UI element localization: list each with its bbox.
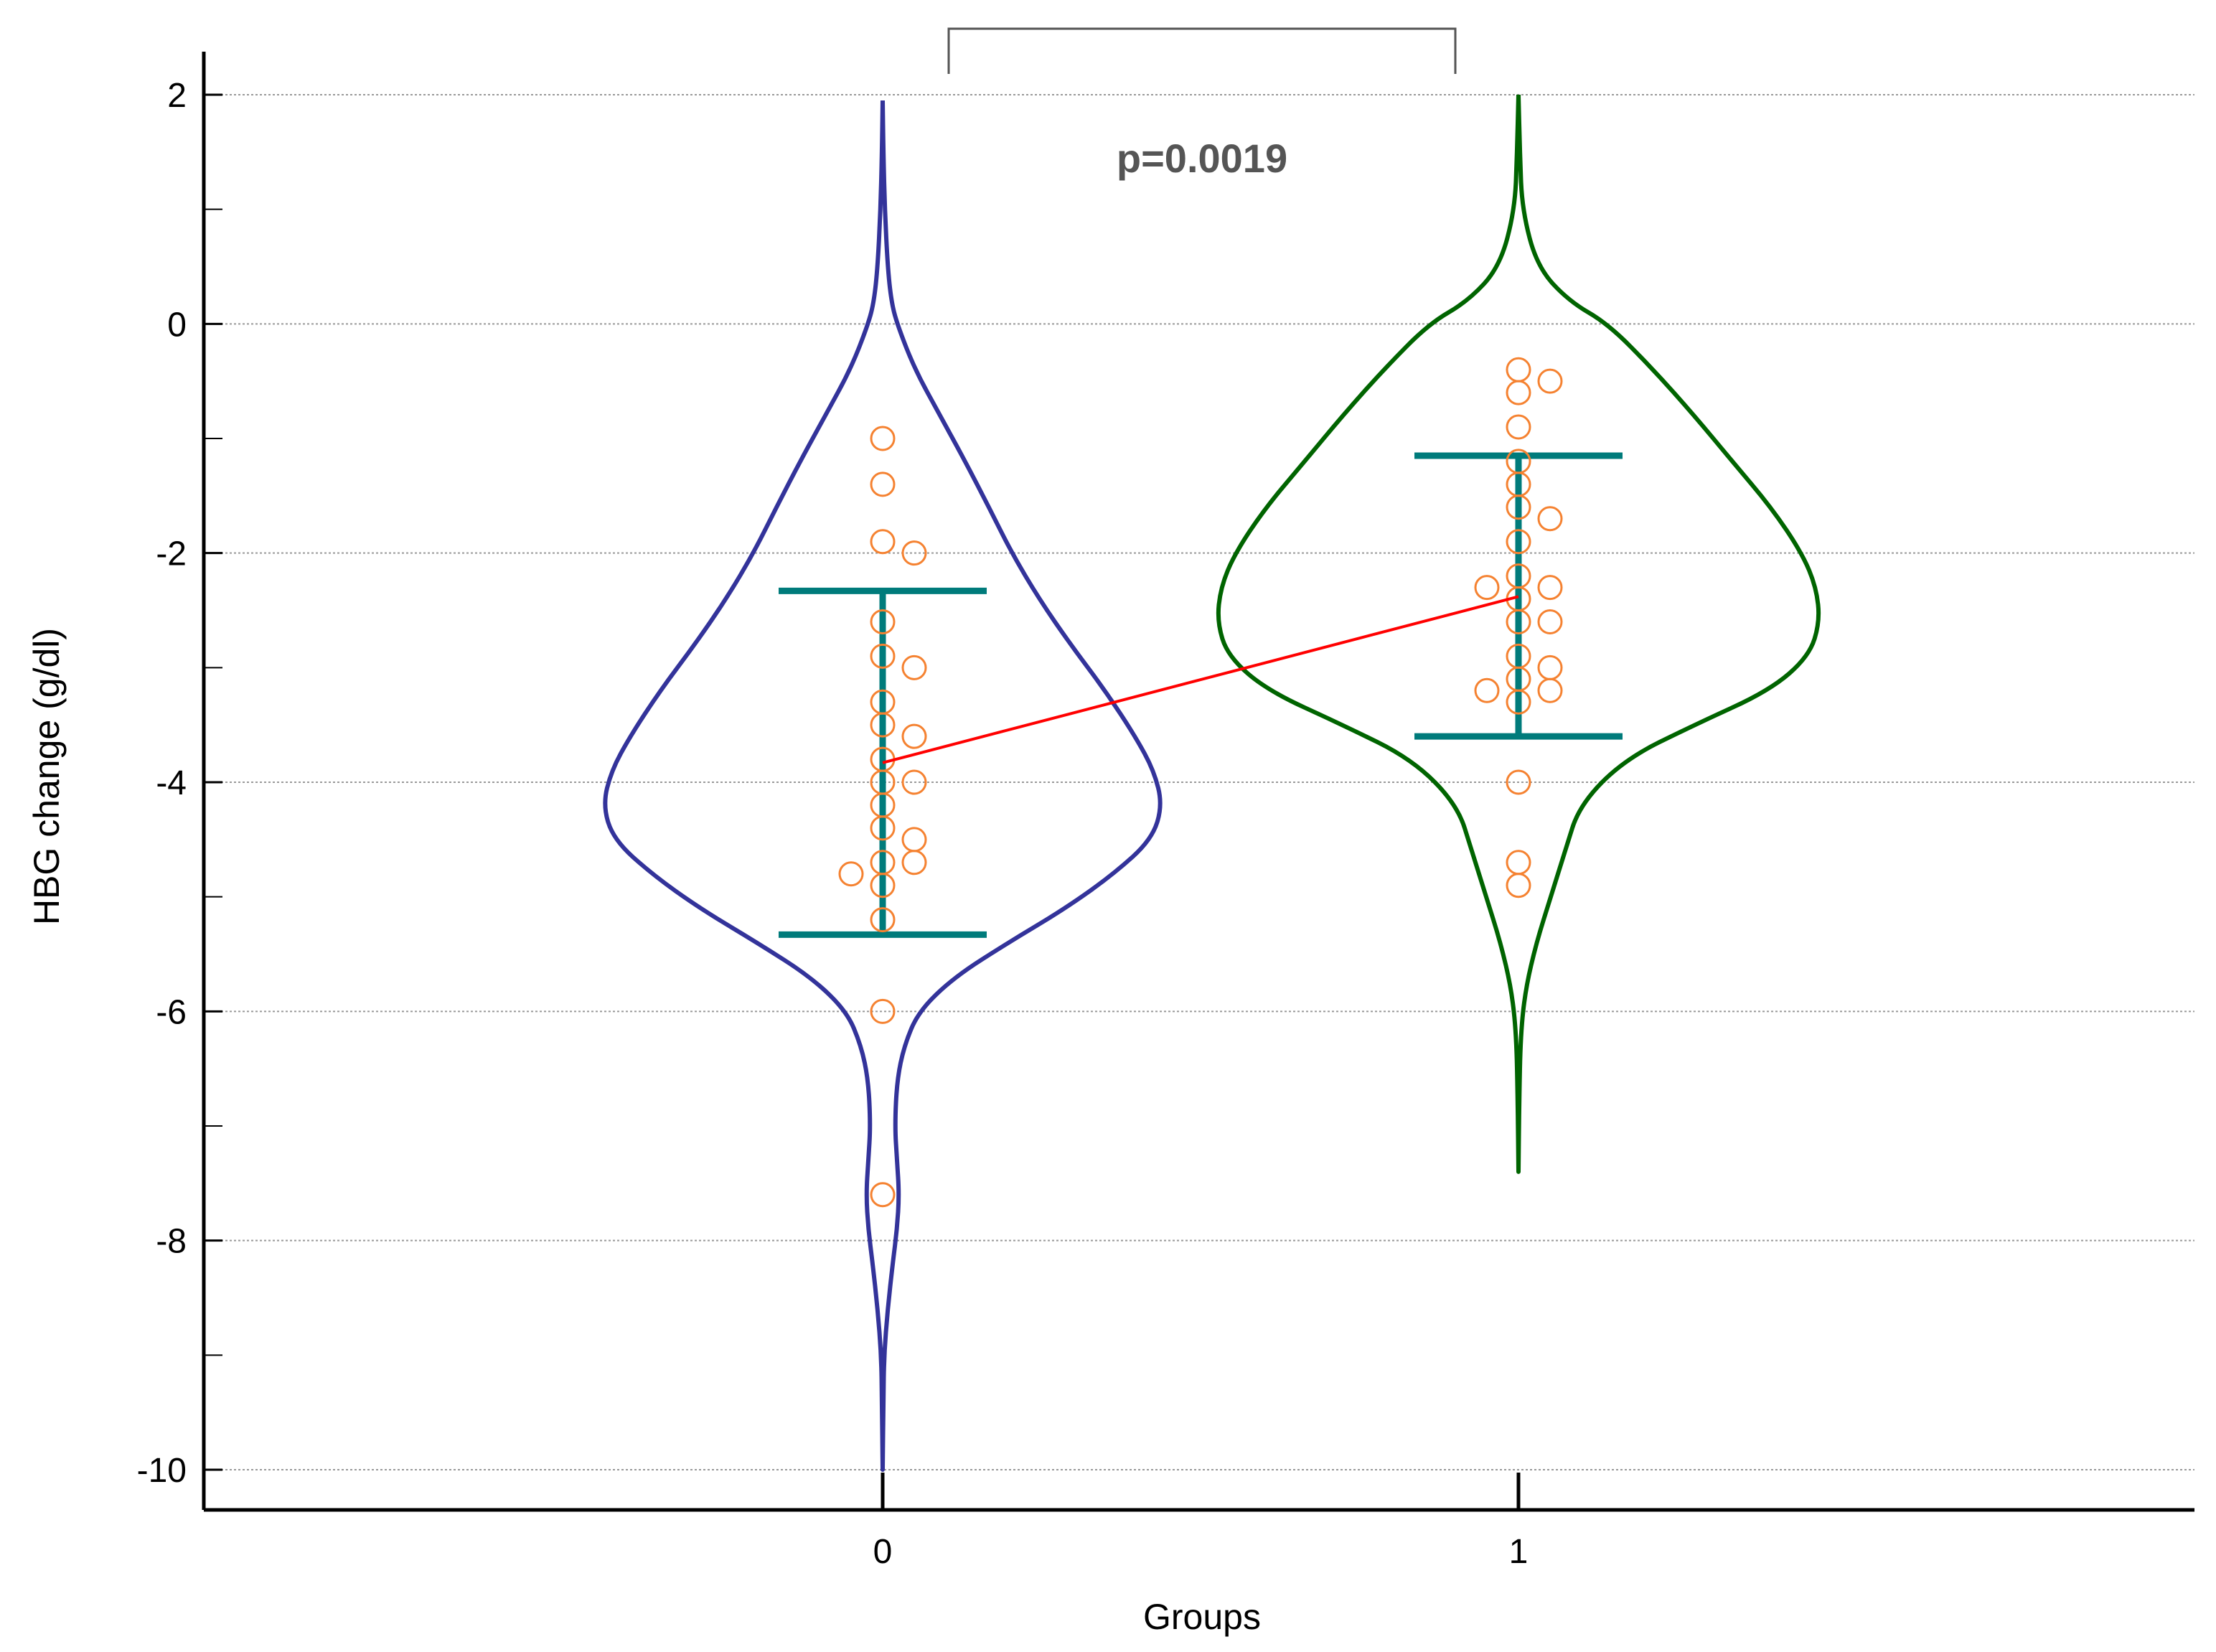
data-point (901, 769, 927, 795)
y-tick-label: -8 (156, 1223, 187, 1261)
data-point (901, 850, 927, 876)
data-point (870, 907, 896, 933)
data-point (1506, 380, 1531, 405)
data-point (1537, 677, 1563, 703)
data-point (870, 529, 896, 555)
data-point (1537, 609, 1563, 634)
y-tick-label: -4 (156, 764, 187, 802)
data-point (901, 723, 927, 749)
data-point (870, 815, 896, 841)
y-tick-label: 0 (167, 306, 187, 344)
data-point (838, 861, 864, 887)
data-point (870, 873, 896, 898)
y-axis-title: HBG change (g/dl) (27, 628, 67, 925)
data-point (1506, 609, 1531, 634)
data-point (870, 712, 896, 738)
data-point (870, 426, 896, 451)
error-bars (779, 452, 1623, 938)
data-point (1474, 677, 1500, 703)
data-point (1506, 850, 1531, 876)
data-point (1506, 494, 1531, 520)
mean-connector (882, 595, 1519, 764)
data-point (870, 471, 896, 497)
data-point (1506, 689, 1531, 715)
mean-connector-line (882, 595, 1519, 764)
data-point (1506, 414, 1531, 440)
data-point (870, 609, 896, 634)
data-point (870, 643, 896, 669)
data-point (1474, 575, 1500, 601)
data-point (870, 998, 896, 1024)
data-point (1506, 357, 1531, 383)
p-value-annotation: p=0.0019 (1117, 136, 1287, 181)
significance-bracket (947, 27, 1457, 74)
data-point (1537, 368, 1563, 394)
data-point (901, 540, 927, 566)
y-tick-label: 2 (167, 77, 187, 115)
data-point (1506, 769, 1531, 795)
data-point (1537, 506, 1563, 532)
y-tick-label: -10 (137, 1452, 187, 1490)
data-point (1506, 529, 1531, 555)
violins (603, 94, 1821, 1472)
data-point (1537, 575, 1563, 601)
gridlines (204, 94, 2194, 1470)
x-tick-label: 1 (1509, 1533, 1529, 1571)
data-points (838, 357, 1563, 1208)
data-point (901, 827, 927, 853)
data-point (1506, 873, 1531, 898)
data-point (901, 654, 927, 680)
violin-outline-group-1 (1216, 94, 1821, 1174)
violin-outline-group-0 (603, 100, 1163, 1472)
data-point (870, 1182, 896, 1208)
y-tick-label: -6 (156, 993, 187, 1031)
data-point (1537, 654, 1563, 680)
x-tick-label: 0 (873, 1533, 893, 1571)
y-tick-label: -2 (156, 535, 187, 573)
x-axis-title: Groups (1143, 1597, 1261, 1637)
axes: 2 0 -2 -4 -6 -8 -10 0 1 (137, 52, 2194, 1571)
